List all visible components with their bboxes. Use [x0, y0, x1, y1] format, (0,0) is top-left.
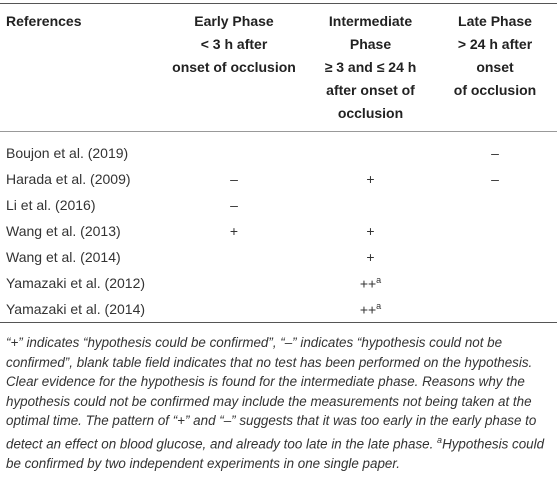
table-cell: [433, 244, 557, 270]
header-line: occlusion: [337, 105, 404, 121]
header-cell: Intermediate Phase ≥ 3 and ≤ 24 h after ons…: [308, 4, 433, 132]
table-cell: [433, 270, 557, 296]
table-body: Boujon et al. (2019) – Harada et al. (2009…: [0, 132, 557, 323]
cell-sup: a: [376, 300, 382, 311]
header-cell: References: [0, 4, 160, 132]
table-row: Li et al. (2016) –: [0, 192, 557, 218]
table-cell: Yamazaki et al. (2012): [0, 270, 160, 296]
cell-text: –: [491, 171, 499, 187]
table-cell: [160, 244, 308, 270]
table-cell: ++a: [308, 270, 433, 296]
table-cell: Wang et al. (2013): [0, 218, 160, 244]
header-line: onset: [476, 59, 514, 75]
table-cell: –: [160, 192, 308, 218]
table-cell: –: [160, 166, 308, 192]
cell-text: Yamazaki et al. (2012): [6, 275, 146, 291]
header-line: after onset of: [326, 82, 415, 98]
header-cell: Early Phase < 3 h after onset of occlusion: [160, 4, 308, 132]
footnote-sup: a: [437, 434, 443, 445]
table-cell: [308, 192, 433, 218]
table-cell: Boujon et al. (2019): [0, 140, 160, 166]
cell-text: +: [366, 249, 375, 265]
header-line: References: [6, 13, 82, 29]
table-cell: –: [433, 140, 557, 166]
table-cell: +: [160, 218, 308, 244]
table-cell: –: [433, 166, 557, 192]
table-cell: [433, 192, 557, 218]
table-cell: +: [308, 218, 433, 244]
table-row: Harada et al. (2009) – + –: [0, 166, 557, 192]
cell-text: –: [491, 145, 499, 161]
header-line: < 3 h after: [200, 36, 268, 52]
footnote: “+” indicates “hypothesis could be confi…: [0, 323, 557, 474]
table-cell: [160, 296, 308, 323]
table-cell: [433, 218, 557, 244]
header-line: Phase: [349, 36, 392, 52]
table-row: Wang et al. (2014) +: [0, 244, 557, 270]
table-cell: Li et al. (2016): [0, 192, 160, 218]
cell-text: –: [230, 197, 238, 213]
table-cell: +: [308, 166, 433, 192]
cell-text: +: [366, 223, 375, 239]
table-cell: +: [308, 244, 433, 270]
table-cell: [308, 140, 433, 166]
table-row: Wang et al. (2013) + +: [0, 218, 557, 244]
cell-text: Yamazaki et al. (2014): [6, 301, 146, 317]
table-cell: [160, 270, 308, 296]
cell-text: Wang et al. (2013): [6, 223, 121, 239]
header-line: Late Phase: [458, 13, 532, 29]
cell-text: +: [366, 171, 375, 187]
header-line: Early Phase: [194, 13, 274, 29]
table-cell: Yamazaki et al. (2014): [0, 296, 160, 323]
footnote-text: Hypothesis could be confirmed by two ind…: [6, 436, 545, 472]
table-cell: [433, 296, 557, 323]
page: {"table": { "header": [ {"lines": ["Refe…: [0, 3, 557, 482]
header-row: References Early Phase < 3 h after onset of…: [0, 3, 557, 132]
header-line: onset of occlusion: [172, 59, 296, 75]
table-row: Boujon et al. (2019) –: [0, 140, 557, 166]
header-line: Intermediate: [328, 13, 413, 29]
table-cell: Harada et al. (2009): [0, 166, 160, 192]
cell-sup: a: [376, 274, 382, 285]
cell-text: +: [229, 223, 239, 239]
cell-text: Harada et al. (2009): [6, 171, 131, 187]
header-cell: Late Phase > 24 h after onset of occlusion: [433, 4, 557, 132]
cell-text: Wang et al. (2014): [6, 249, 121, 265]
spacer: [0, 132, 557, 141]
header-line: > 24 h after: [457, 36, 533, 52]
table-row: Yamazaki et al. (2012) ++a: [0, 270, 557, 296]
header-line: ≥ 3 and ≤ 24 h: [324, 59, 417, 75]
spacer-cell: [0, 132, 557, 141]
cell-text: Boujon et al. (2019): [6, 145, 129, 161]
table-cell: ++a: [308, 296, 433, 323]
table-row: Yamazaki et al. (2014) ++a: [0, 296, 557, 323]
cell-text: ++: [359, 301, 377, 318]
results-table: References Early Phase < 3 h after onset of…: [0, 3, 557, 323]
cell-text: Li et al. (2016): [6, 197, 96, 213]
cell-text: –: [230, 171, 238, 187]
header-line: of occlusion: [453, 82, 537, 98]
footnote-text: “+” indicates “hypothesis could be confi…: [6, 335, 537, 452]
table-cell: [160, 140, 308, 166]
cell-text: ++: [359, 275, 377, 292]
table-cell: Wang et al. (2014): [0, 244, 160, 270]
